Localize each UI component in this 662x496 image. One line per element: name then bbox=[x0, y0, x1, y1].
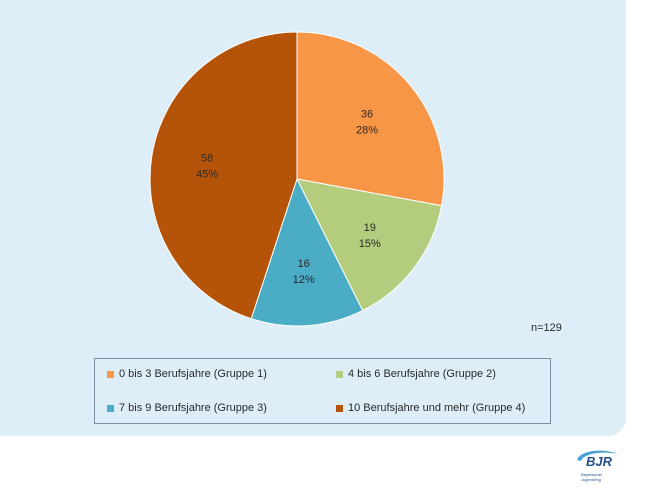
pie-slice-2 bbox=[296, 178, 443, 312]
slice-value-label-2: 19 bbox=[364, 222, 376, 234]
legend-item-gruppe-1: 0 bis 3 Berufsjahre (Gruppe 1) bbox=[107, 368, 267, 380]
slice-value-label-3: 16 bbox=[298, 258, 310, 270]
legend-label: 10 Berufsjahre und mehr (Gruppe 4) bbox=[348, 402, 526, 414]
pie-slice-4 bbox=[149, 31, 298, 320]
logo-subtitle: Bayerischer Jugendring bbox=[581, 472, 602, 482]
logo-text: BJR bbox=[586, 454, 613, 469]
slice-value-label-1: 36 bbox=[361, 109, 373, 121]
legend-item-gruppe-4: 10 Berufsjahre und mehr (Gruppe 4) bbox=[336, 402, 525, 414]
legend-swatch bbox=[107, 370, 114, 378]
pie-labels: 36 28% 19 15% 16 12% 58 45% bbox=[196, 109, 381, 286]
slice-percent-label-1: 28% bbox=[356, 125, 378, 137]
legend-swatch bbox=[336, 404, 343, 412]
slice-percent-label-4: 45% bbox=[196, 169, 218, 181]
slice-percent-label-3: 12% bbox=[293, 274, 315, 286]
legend-swatch bbox=[107, 404, 114, 412]
legend-label: 0 bis 3 Berufsjahre (Gruppe 1) bbox=[119, 368, 267, 380]
logo-subtitle-line: Bayerischer bbox=[581, 472, 603, 477]
sample-size-label: n=129 bbox=[531, 322, 562, 334]
legend-item-gruppe-2: 4 bis 6 Berufsjahre (Gruppe 2) bbox=[336, 368, 496, 380]
legend-label: 4 bis 6 Berufsjahre (Gruppe 2) bbox=[348, 368, 496, 380]
logo-subtitle-line: Jugendring bbox=[581, 477, 601, 482]
pie-slice-3 bbox=[250, 177, 364, 327]
bjr-logo: BJR bbox=[577, 450, 618, 469]
legend-item-gruppe-3: 7 bis 9 Berufsjahre (Gruppe 3) bbox=[107, 402, 267, 414]
pie-slice-1 bbox=[296, 31, 445, 207]
slice-value-label-4: 58 bbox=[201, 153, 213, 165]
pie-slices bbox=[149, 31, 445, 327]
legend: 0 bis 3 Berufsjahre (Gruppe 1) 4 bis 6 B… bbox=[94, 358, 551, 424]
legend-label: 7 bis 9 Berufsjahre (Gruppe 3) bbox=[119, 402, 267, 414]
legend-swatch bbox=[336, 370, 343, 378]
slice-percent-label-2: 15% bbox=[359, 238, 381, 250]
